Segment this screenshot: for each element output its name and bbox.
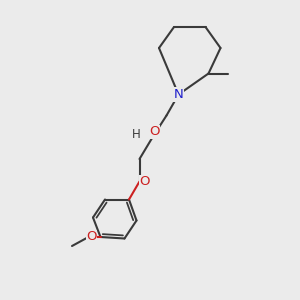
Text: O: O	[140, 175, 150, 188]
Text: H: H	[132, 128, 141, 141]
Text: N: N	[174, 88, 183, 101]
Text: O: O	[149, 125, 160, 139]
Text: O: O	[86, 230, 97, 244]
